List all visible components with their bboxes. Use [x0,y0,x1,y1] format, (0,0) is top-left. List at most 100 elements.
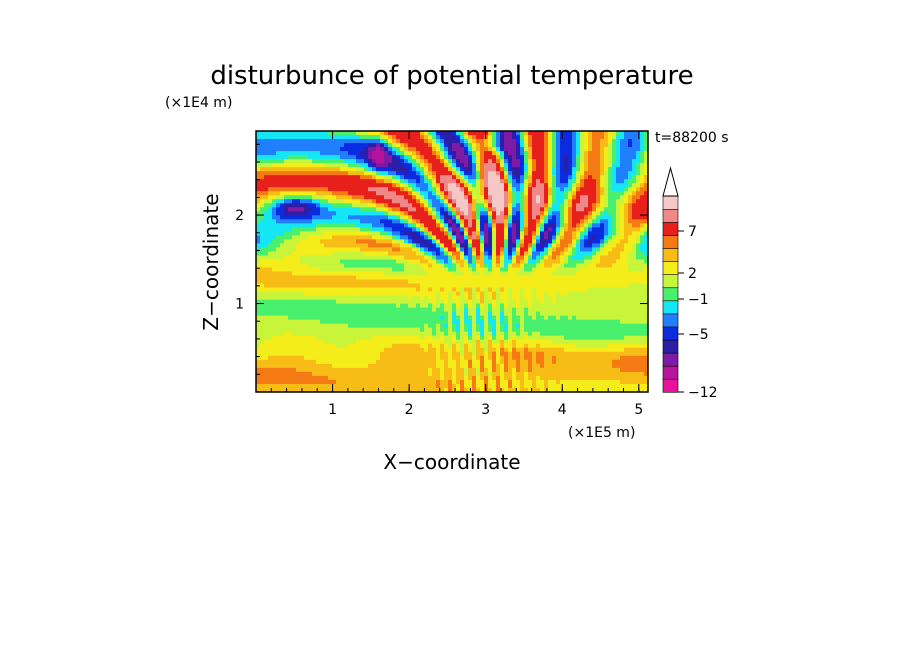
heatmap-cell [388,187,393,192]
heatmap-cell [460,243,465,249]
time-label: t=88200 s [655,130,729,146]
heatmap-cell [520,207,525,212]
heatmap-cell [420,247,425,253]
heatmap-cell [592,191,597,196]
heatmap-cell [372,143,377,148]
heatmap-cell [276,279,281,285]
heatmap-cell [448,303,453,309]
heatmap-cell [352,211,357,216]
heatmap-cell [304,307,309,313]
heatmap-cell [448,295,453,301]
heatmap-cell [568,175,573,180]
heatmap-cell [552,259,557,265]
heatmap-cell [512,311,517,317]
heatmap-cell [492,279,497,285]
heatmap-cell [284,323,289,329]
heatmap-cell [452,203,457,208]
heatmap-cell [584,303,589,309]
heatmap-cell [408,319,413,325]
heatmap-cell [328,175,333,180]
heatmap-cell [412,295,417,301]
heatmap-cell [324,299,329,305]
heatmap-cell [264,315,269,321]
heatmap-cell [516,175,521,180]
heatmap-cell [280,227,285,232]
heatmap-cell [260,175,265,180]
heatmap-cell [440,211,445,216]
heatmap-cell [340,199,345,204]
heatmap-cell [464,327,469,333]
heatmap-cell [288,131,293,136]
heatmap-cell [580,315,585,321]
heatmap-cell [368,235,373,241]
heatmap-cell [516,299,521,305]
heatmap-cell [516,275,521,281]
heatmap-cell [524,187,529,192]
heatmap-cell [276,135,281,140]
heatmap-cell [332,163,337,168]
heatmap-cell [512,255,517,261]
heatmap-cell [336,319,341,325]
heatmap-cell [272,283,277,289]
heatmap-cell [632,135,637,140]
heatmap-cell [464,307,469,313]
heatmap-cell [544,239,549,245]
heatmap-cell [592,151,597,156]
heatmap-cell [312,299,317,305]
heatmap-cell [612,283,617,289]
heatmap-cell [312,139,317,144]
heatmap-cell [600,207,605,212]
heatmap-cell [272,223,277,228]
heatmap-cell [272,251,277,257]
heatmap-cell [516,259,521,265]
heatmap-cell [536,219,541,224]
heatmap-cell [488,207,493,212]
heatmap-cell [640,231,645,236]
heatmap-cell [484,163,489,168]
heatmap-cell [356,223,361,228]
heatmap-cell [424,247,429,253]
heatmap-cell [576,255,581,261]
heatmap-cell [628,331,633,337]
heatmap-cell [288,147,293,152]
heatmap-cell [300,279,305,285]
heatmap-cell [640,155,645,160]
heatmap-cell [348,187,353,192]
heatmap-cell [640,183,645,188]
heatmap-cell [492,239,497,245]
heatmap-cell [392,159,397,164]
heatmap-cell [412,163,417,168]
heatmap-cell [572,163,577,168]
heatmap-cell [564,307,569,313]
heatmap-cell [640,171,645,176]
heatmap-cell [564,131,569,136]
heatmap-cell [420,319,425,325]
heatmap-cell [500,311,505,317]
heatmap-cell [632,315,637,321]
heatmap-cell [504,135,509,140]
heatmap-cell [256,139,261,144]
heatmap-cell [396,135,401,140]
heatmap-cell [576,159,581,164]
heatmap-cell [560,319,565,325]
heatmap-cell [524,291,529,297]
heatmap-cell [364,223,369,228]
heatmap-cell [492,203,497,208]
heatmap-cell [476,247,481,253]
heatmap-cell [488,219,493,224]
heatmap-cell [616,255,621,261]
heatmap-cell [432,227,437,232]
heatmap-cell [464,235,469,241]
heatmap-cell [364,291,369,297]
heatmap-cell [572,211,577,216]
heatmap-cell [568,207,573,212]
heatmap-cell [408,167,413,172]
heatmap-cell [472,299,477,305]
heatmap-cell [572,131,577,136]
heatmap-cell [596,195,601,200]
heatmap-cell [412,291,417,297]
heatmap-cell [572,275,577,281]
heatmap-cell [556,291,561,297]
heatmap-cell [304,279,309,285]
heatmap-cell [620,167,625,172]
